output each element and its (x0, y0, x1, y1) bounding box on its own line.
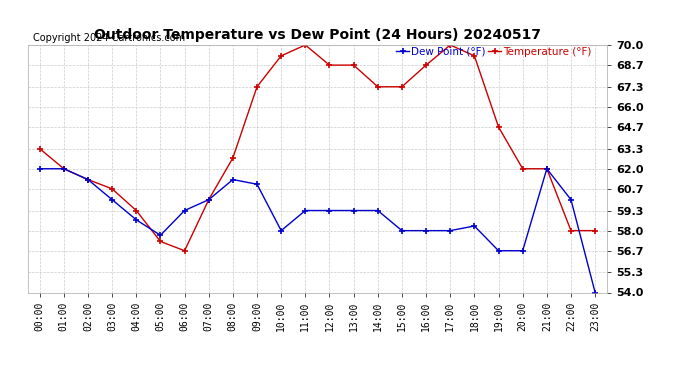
Temperature (°F) (180, 249, 188, 253)
Temperature (°F) (471, 54, 479, 58)
Temperature (°F) (132, 208, 141, 213)
Temperature (°F) (36, 146, 44, 151)
Dew Point (°F) (132, 217, 141, 222)
Dew Point (°F) (494, 249, 502, 253)
Dew Point (°F) (229, 177, 237, 182)
Temperature (°F) (253, 84, 261, 89)
Temperature (°F) (446, 43, 454, 47)
Temperature (°F) (374, 84, 382, 89)
Temperature (°F) (349, 63, 357, 68)
Title: Outdoor Temperature vs Dew Point (24 Hours) 20240517: Outdoor Temperature vs Dew Point (24 Hou… (94, 28, 541, 42)
Temperature (°F) (229, 156, 237, 160)
Dew Point (°F) (326, 208, 334, 213)
Temperature (°F) (422, 63, 431, 68)
Dew Point (°F) (84, 177, 92, 182)
Temperature (°F) (591, 228, 599, 233)
Temperature (°F) (301, 43, 309, 47)
Temperature (°F) (156, 239, 165, 244)
Temperature (°F) (542, 166, 551, 171)
Temperature (°F) (204, 197, 213, 202)
Dew Point (°F) (591, 290, 599, 295)
Temperature (°F) (84, 177, 92, 182)
Dew Point (°F) (519, 249, 527, 253)
Temperature (°F) (108, 187, 116, 191)
Dew Point (°F) (180, 208, 188, 213)
Line: Temperature (°F): Temperature (°F) (36, 42, 599, 254)
Temperature (°F) (326, 63, 334, 68)
Dew Point (°F) (59, 166, 68, 171)
Line: Dew Point (°F): Dew Point (°F) (36, 165, 599, 296)
Dew Point (°F) (471, 224, 479, 228)
Dew Point (°F) (446, 228, 454, 233)
Dew Point (°F) (204, 197, 213, 202)
Temperature (°F) (566, 228, 575, 233)
Temperature (°F) (494, 125, 502, 129)
Temperature (°F) (397, 84, 406, 89)
Dew Point (°F) (108, 197, 116, 202)
Dew Point (°F) (566, 197, 575, 202)
Temperature (°F) (519, 166, 527, 171)
Dew Point (°F) (36, 166, 44, 171)
Text: Copyright 2024 Cartronics.com: Copyright 2024 Cartronics.com (33, 33, 186, 42)
Dew Point (°F) (542, 166, 551, 171)
Dew Point (°F) (349, 208, 357, 213)
Dew Point (°F) (374, 208, 382, 213)
Dew Point (°F) (422, 228, 431, 233)
Dew Point (°F) (253, 182, 261, 186)
Dew Point (°F) (397, 228, 406, 233)
Temperature (°F) (277, 54, 286, 58)
Dew Point (°F) (301, 208, 309, 213)
Legend: Dew Point (°F), Temperature (°F): Dew Point (°F), Temperature (°F) (392, 42, 595, 61)
Dew Point (°F) (156, 233, 165, 237)
Dew Point (°F) (277, 228, 286, 233)
Temperature (°F) (59, 166, 68, 171)
